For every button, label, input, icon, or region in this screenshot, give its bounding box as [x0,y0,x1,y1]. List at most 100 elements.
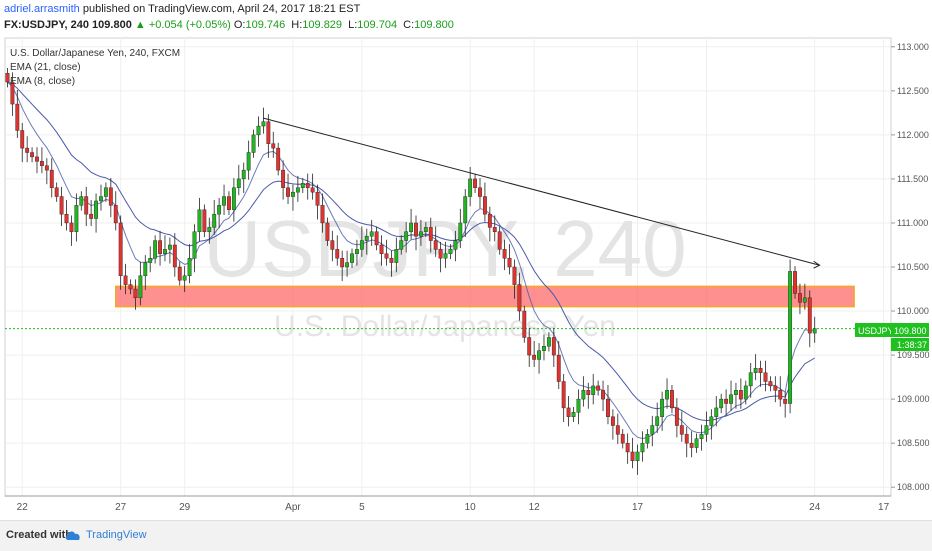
candle-body-63 [315,191,320,206]
candle-39 [197,197,202,242]
candle-body-132 [655,416,660,426]
candle-115 [571,407,576,423]
price-tag-bg [891,323,929,337]
candle-body-153 [758,368,763,373]
candle-29 [148,246,153,273]
candle-55 [276,142,281,176]
candle-body-79 [394,249,399,263]
candle-body-35 [177,266,182,281]
published-text: published on TradingView.com, April 24, … [82,3,361,15]
candle-46 [231,178,236,222]
candle-body-1 [10,81,15,105]
candle-14 [74,193,79,242]
candle-body-11 [59,196,64,215]
symbol-label[interactable]: FX:USDJPY, 240 [4,19,89,31]
chart-area[interactable]: USDJPY, 240 U.S. Dollar/Japanese Yen 113… [0,36,932,520]
candle-23 [118,215,123,290]
candle-19 [99,184,103,211]
candle-66 [330,230,335,262]
candle-126 [625,433,630,464]
candle-138 [684,426,689,458]
candle-body-32 [163,249,167,254]
candle-body-41 [207,227,212,232]
candle-103 [512,259,517,299]
candle-body-106 [527,337,532,356]
candle-body-115 [571,412,576,417]
price-axis[interactable]: 113.000 112.500 112.000 111.500 111.000 110.5… [891,42,930,492]
candle-88 [438,241,443,273]
candle-body-9 [49,169,54,188]
candle-body-150 [743,385,748,400]
candle-body-23 [118,222,123,277]
candle-85 [423,222,428,238]
candle-body-140 [694,438,699,448]
candle-7 [39,147,44,174]
candle-body-98 [487,213,492,228]
x-tick-label-4: 5 [359,502,365,513]
candle-body-70 [350,253,354,263]
candle-body-126 [625,442,630,453]
candle-body-39 [197,209,202,232]
close-value: 109.800 [414,19,454,31]
candle-body-163 [807,297,812,334]
high-label: H: [291,19,303,31]
candle-body-62 [310,187,315,193]
candle-body-36 [182,275,187,281]
candle-16 [84,186,89,227]
candle-body-131 [650,425,655,435]
candle-body-69 [345,262,350,268]
time-axis[interactable]: 22 27 29 Apr 5 10 12 17 19 24 17 [5,495,891,513]
candle-body-77 [384,253,389,259]
candle-58 [291,184,295,211]
tradingview-brand-link[interactable]: TradingView [86,529,147,541]
candle-body-33 [167,244,172,250]
x-tick-label-6: 12 [529,502,541,513]
candle-body-113 [561,381,566,409]
author-link[interactable]: adriel.arrasmith [4,3,80,15]
candle-110 [546,332,551,352]
candle-body-114 [566,407,571,417]
candle-96 [478,178,482,209]
candle-153 [758,360,763,387]
candle-body-155 [768,381,773,387]
candle-121 [601,380,605,412]
candle-51 [256,116,261,147]
candle-body-27 [138,275,143,299]
candle-113 [561,374,566,423]
low-value: 109.704 [357,19,398,31]
candle-60 [300,178,305,194]
y-tick-label-10: 108.000 [897,482,930,492]
candle-body-20 [103,187,108,197]
candle-body-94 [468,178,473,197]
candle-57 [286,173,290,205]
candle-30 [153,235,158,264]
candle-body-75 [374,231,379,246]
candle-body-18 [94,200,98,219]
candle-63 [315,184,320,220]
candle-body-104 [517,284,522,312]
candle-61 [305,173,310,200]
candle-24 [123,263,128,295]
candle-body-55 [276,147,281,171]
candle-10 [54,182,59,202]
candle-40 [202,204,207,238]
candle-125 [620,429,625,449]
candle-body-10 [54,187,59,197]
candle-body-154 [763,372,768,382]
trend-line-arrow [813,260,821,269]
y-tick-label-0: 113.000 [897,42,929,52]
candle-body-22 [113,205,118,224]
y-tick-label-7: 109.500 [897,350,930,360]
candle-127 [630,437,635,469]
candle-body-34 [172,244,177,268]
candle-body-138 [684,434,689,444]
legend-ema-8: EMA (8, close) [10,76,75,87]
candle-74 [369,219,374,246]
candle-body-128 [635,451,640,461]
candle-body-162 [802,297,807,303]
candle-body-144 [714,407,719,417]
candlestick-chart[interactable]: USDJPY, 240 U.S. Dollar/Japanese Yen 113… [0,36,932,520]
candle-49 [246,140,251,180]
candle-105 [522,305,527,343]
candle-106 [527,327,532,367]
